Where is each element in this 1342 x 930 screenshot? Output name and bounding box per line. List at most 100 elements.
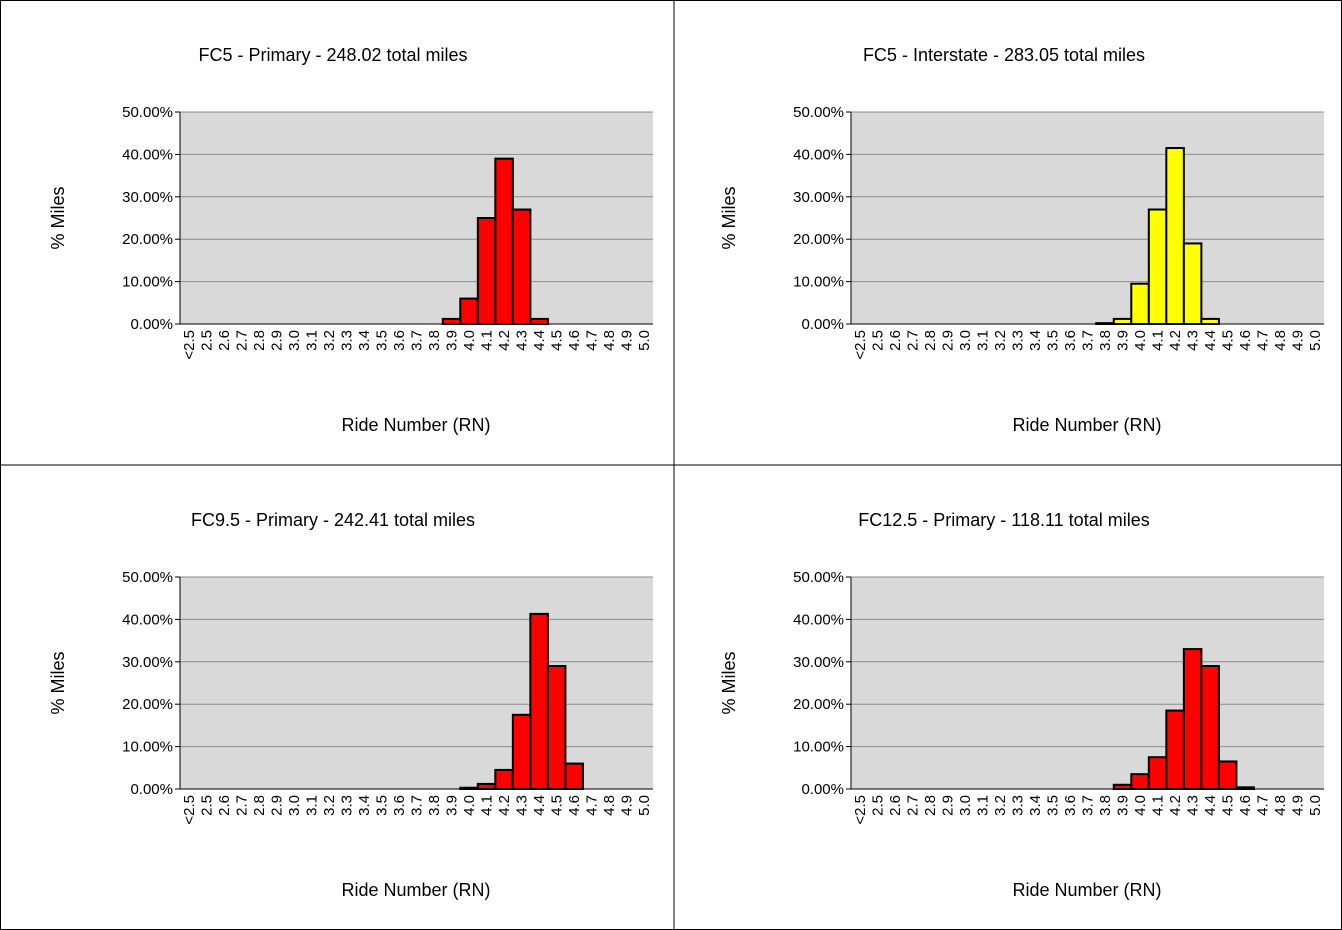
y-tick-label: 40.00%	[122, 611, 173, 628]
x-tick-label: 4.6	[1237, 330, 1254, 351]
bar	[1200, 317, 1220, 325]
x-tick-label: 3.6	[391, 330, 408, 351]
x-tick-label: 3.3	[1009, 795, 1026, 816]
x-tick-label: 4.5	[1220, 330, 1237, 351]
bar	[1130, 773, 1150, 790]
x-tick-label: 4.3	[514, 795, 531, 816]
bar	[511, 713, 532, 790]
axis-title: % Miles	[719, 186, 739, 249]
x-tick-label: 4.2	[496, 795, 513, 816]
x-tick-label: 2.9	[268, 795, 285, 816]
x-tick-label: 2.7	[904, 795, 921, 816]
bar	[1112, 317, 1133, 325]
bar	[494, 768, 514, 790]
y-tick-label: 50.00%	[793, 104, 844, 121]
x-tick-label: 4.4	[531, 795, 548, 816]
x-tick-label: 2.9	[939, 795, 956, 816]
x-tick-label: 4.6	[1237, 795, 1254, 816]
x-tick-label: 5.0	[636, 795, 653, 816]
x-tick-label: 4.6	[566, 795, 583, 816]
bar	[546, 665, 567, 790]
x-tick-label: 4.3	[514, 330, 531, 351]
x-tick-label: 3.0	[286, 795, 303, 816]
y-tick-label: 50.00%	[122, 569, 173, 586]
x-tick-label: 4.9	[1290, 330, 1307, 351]
x-tick-label: <2.5	[852, 330, 869, 360]
bar	[441, 317, 462, 325]
y-tick-label: 10.00%	[122, 739, 173, 756]
x-tick-label: 3.3	[1009, 330, 1026, 351]
x-tick-label: 3.4	[356, 330, 373, 351]
axis-title: % Miles	[48, 186, 68, 249]
y-tick-label: 0.00%	[801, 781, 844, 798]
x-tick-label: 3.6	[1062, 795, 1079, 816]
x-tick-label: 3.5	[1044, 795, 1061, 816]
x-tick-label: 3.6	[1062, 330, 1079, 351]
y-tick-label: 50.00%	[793, 569, 844, 586]
x-tick-label: 2.6	[216, 795, 233, 816]
x-tick-label: 4.4	[531, 330, 548, 351]
x-tick-label: 2.8	[922, 795, 939, 816]
chart-title: FC5 - Primary - 248.02 total miles	[198, 45, 467, 65]
x-tick-label: 3.4	[1027, 795, 1044, 816]
x-tick-label: 4.7	[584, 330, 601, 351]
x-tick-label: 5.0	[636, 330, 653, 351]
x-tick-label: 4.5	[1220, 795, 1237, 816]
plot-area	[180, 577, 653, 789]
x-tick-label: 4.7	[584, 795, 601, 816]
y-tick-label: 30.00%	[122, 654, 173, 671]
x-tick-label: 4.9	[1290, 795, 1307, 816]
x-tick-label: 2.8	[922, 330, 939, 351]
y-tick-label: 20.00%	[122, 696, 173, 713]
x-tick-label: 3.9	[444, 795, 461, 816]
y-tick-label: 50.00%	[122, 104, 173, 121]
x-tick-label: 4.0	[461, 330, 478, 351]
x-tick-label: 3.8	[1097, 330, 1114, 351]
bar	[511, 208, 532, 326]
x-tick-label: 5.0	[1307, 330, 1324, 351]
x-tick-label: 4.8	[1272, 795, 1289, 816]
x-tick-label: 2.6	[216, 330, 233, 351]
x-tick-label: <2.5	[181, 330, 198, 360]
x-tick-label: 3.8	[426, 795, 443, 816]
x-tick-label: 4.0	[1132, 330, 1149, 351]
x-tick-label: 4.7	[1255, 795, 1272, 816]
plot-area	[851, 577, 1324, 789]
x-tick-label: 4.1	[1150, 330, 1167, 351]
x-tick-label: <2.5	[852, 795, 869, 825]
y-tick-label: 20.00%	[793, 231, 844, 248]
x-tick-label: 4.1	[479, 795, 496, 816]
x-tick-label: 2.5	[198, 795, 215, 816]
x-tick-label: 3.5	[1044, 330, 1061, 351]
x-tick-label: <2.5	[181, 795, 198, 825]
bar	[529, 317, 549, 325]
y-tick-label: 20.00%	[793, 696, 844, 713]
x-tick-label: 2.6	[887, 330, 904, 351]
x-tick-label: 3.4	[356, 795, 373, 816]
y-tick-label: 10.00%	[122, 274, 173, 291]
x-tick-label: 4.8	[1272, 330, 1289, 351]
x-tick-label: 3.2	[992, 330, 1009, 351]
bar	[564, 762, 584, 790]
y-tick-label: 10.00%	[793, 274, 844, 291]
x-tick-label: 2.7	[904, 330, 921, 351]
x-tick-label: 4.1	[1150, 795, 1167, 816]
x-tick-label: 3.9	[1115, 330, 1132, 351]
x-tick-label: 3.7	[409, 795, 426, 816]
y-tick-label: 10.00%	[793, 739, 844, 756]
bar	[1217, 760, 1238, 791]
y-tick-label: 40.00%	[793, 611, 844, 628]
x-tick-label: 4.3	[1185, 330, 1202, 351]
x-tick-label: 3.1	[974, 795, 991, 816]
y-tick-label: 30.00%	[122, 189, 173, 206]
x-tick-label: 3.1	[303, 330, 320, 351]
x-tick-label: 3.8	[1097, 795, 1114, 816]
x-tick-label: 4.2	[496, 330, 513, 351]
bar	[476, 217, 497, 325]
bar	[1182, 648, 1203, 791]
x-tick-label: 2.6	[887, 795, 904, 816]
x-tick-label: 5.0	[1307, 795, 1324, 816]
x-tick-label: 2.8	[251, 795, 268, 816]
x-tick-label: 3.2	[321, 330, 338, 351]
y-tick-label: 30.00%	[793, 189, 844, 206]
